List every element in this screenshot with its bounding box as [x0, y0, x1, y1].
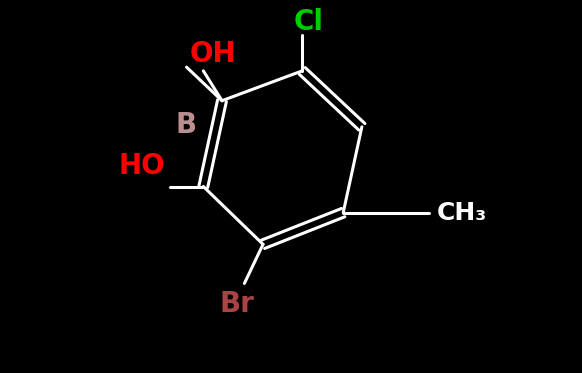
- Text: OH: OH: [189, 40, 236, 68]
- Text: B: B: [176, 111, 197, 139]
- Text: CH₃: CH₃: [436, 201, 487, 225]
- Text: Cl: Cl: [294, 8, 324, 37]
- Text: HO: HO: [119, 152, 165, 180]
- Text: Br: Br: [219, 290, 254, 318]
